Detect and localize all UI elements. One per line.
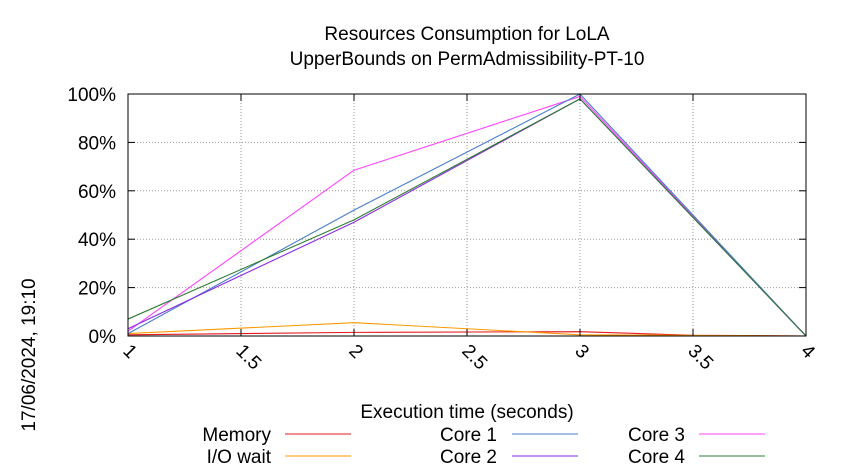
series-line-core-1 [127, 93, 807, 337]
y-tick-label: 0% [89, 327, 117, 348]
x-tick-label: 2 [344, 341, 366, 363]
legend-label: Core 2 [440, 447, 497, 468]
series-line-core-3 [127, 95, 807, 337]
chart-subtitle: UpperBounds on PermAdmissibility-PT-10 [290, 49, 645, 70]
y-tick-label: 40% [78, 230, 116, 251]
x-tick-label: 1 [118, 341, 140, 363]
x-tick-label: 4 [796, 341, 819, 364]
x-tick-label: 2.5 [457, 341, 491, 375]
y-tick-label: 20% [78, 279, 116, 300]
legend-label: Core 3 [628, 425, 685, 446]
y-tick-label: 100% [67, 85, 116, 106]
series-line-core-4 [127, 98, 807, 337]
side-date-label: 17/06/2024, 19:10 [19, 278, 40, 431]
legend-label: Core 1 [440, 425, 497, 446]
x-axis-label: Execution time (seconds) [360, 402, 573, 423]
legend-label: Core 4 [628, 447, 685, 468]
x-tick-label: 3.5 [683, 341, 717, 375]
legend-label: I/O wait [207, 447, 272, 468]
grid-lines [128, 94, 806, 336]
y-tick-label: 80% [78, 133, 116, 154]
x-tick-label: 3 [570, 341, 592, 363]
x-tick-label: 1.5 [231, 341, 265, 375]
legend-label: Memory [202, 425, 271, 446]
chart-title: Resources Consumption for LoLA [324, 24, 609, 45]
y-tick-label: 60% [78, 182, 116, 203]
